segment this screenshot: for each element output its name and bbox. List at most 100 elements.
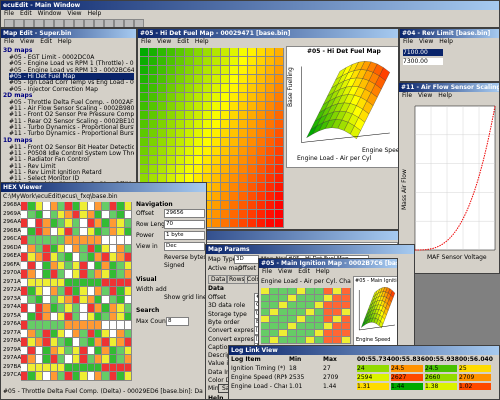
toolbar-button[interactable] [44, 19, 54, 27]
toolbar-button[interactable] [34, 19, 44, 27]
cell [203, 129, 212, 138]
cell [203, 219, 212, 228]
menu-item[interactable]: Help [57, 38, 72, 45]
tree-item[interactable]: #11 - Rev Limit Ignition Retard [9, 168, 102, 176]
menu-item[interactable]: File [262, 268, 273, 275]
cell [212, 93, 221, 102]
tree-item[interactable]: #11 - Air Flow Sensor Scaling - 0002B980 [9, 105, 134, 113]
cell [275, 183, 284, 192]
cell [270, 302, 279, 309]
tree-item[interactable]: #11 - Select Monitor ID [9, 175, 80, 183]
menu-item[interactable]: Help [438, 92, 452, 99]
tree-item[interactable]: #11 - Speed Limiting Auto On/Max Off/Mai… [9, 181, 134, 182]
chart-panel: #05 - Hi Det Fuel Map Engine Load - Air p… [286, 46, 398, 168]
tree-item[interactable]: #05 - Engine Load vs RPM 1 (Throttle) - … [9, 60, 134, 68]
field[interactable]: 8 [166, 317, 189, 326]
toolbar-button[interactable] [14, 19, 24, 27]
menu-item[interactable]: File [4, 38, 15, 45]
checkbox-label[interactable]: Reverse bytes [164, 254, 207, 261]
tree-item[interactable]: #11 - Rev Limit [9, 162, 56, 170]
tree-item[interactable]: #11 - Front O2 Sensor Bit Heater Detecti… [9, 143, 134, 151]
menu-item[interactable]: Help [315, 268, 330, 275]
menu-item[interactable]: View [157, 38, 172, 45]
menu-item[interactable]: Help [194, 38, 209, 45]
menu-item[interactable]: File [141, 38, 152, 45]
tree-item[interactable]: #11 - Front O2 Sensor Pre Pressure Compe… [9, 111, 134, 119]
menu-item[interactable]: View [67, 10, 82, 17]
cell [275, 165, 284, 174]
toolbar-button[interactable] [84, 19, 94, 27]
toolbar-button[interactable] [104, 19, 114, 27]
tree-item[interactable]: #11 - Radiator Fan Control [9, 156, 89, 164]
cell [185, 75, 194, 84]
chart-background [414, 105, 496, 251]
cell [176, 138, 185, 147]
tab[interactable]: Data [208, 275, 229, 284]
tree-item[interactable]: #05 - Engine Load vs RPM 13 - 0002BC64 [9, 66, 134, 74]
tree-item[interactable]: #05 - Ign Load Corr Temp vs Eng Load - 0… [9, 79, 134, 87]
tree-group[interactable]: 2D maps [3, 91, 33, 99]
toolbar-button[interactable] [94, 19, 104, 27]
tab[interactable]: Rows [226, 275, 248, 284]
checkbox-label[interactable]: Signed [164, 262, 185, 269]
menu-item[interactable]: File [4, 10, 15, 17]
tree-group[interactable]: 3D maps [3, 47, 33, 54]
table-cell: 27 [323, 365, 331, 372]
cell [117, 321, 125, 330]
checkbox-label[interactable]: Active map [208, 265, 242, 272]
checkbox-label[interactable]: Show grid lines [164, 294, 207, 301]
toolbar-button[interactable] [134, 19, 144, 27]
toolbar-button[interactable] [114, 19, 124, 27]
tree-item[interactable]: #05 - EGT Limit - 0002DC0A [9, 54, 95, 61]
menu-item[interactable]: View [20, 38, 35, 45]
chart-panel: #05 - Main Ignition Map Engine Speed [353, 276, 397, 345]
toolbar-button[interactable] [24, 19, 34, 27]
menu-item[interactable]: Edit [20, 10, 32, 17]
cell [95, 372, 103, 381]
menu-item[interactable]: File [403, 38, 414, 45]
tree-item[interactable]: #11 - Turbo Dynamics - Proportional Burs… [9, 130, 134, 138]
menu-bar: File View Edit Help [259, 268, 397, 276]
tree-item[interactable]: #11 - Rear O2 Sensor Scaling - 0002BE10 [9, 117, 134, 125]
tree-item[interactable]: #05 - Injector Correction Map [9, 85, 98, 93]
tree-item[interactable]: #11 - Turbo Dynamics - Proportional Burs… [9, 124, 134, 131]
menu-item[interactable]: View [278, 268, 293, 275]
cell [167, 129, 176, 138]
field[interactable]: Dec [164, 242, 205, 251]
cell [21, 236, 29, 245]
tree-group[interactable]: 1D maps [3, 136, 33, 144]
cell [288, 323, 297, 330]
cell [43, 253, 51, 262]
toolbar-button[interactable] [64, 19, 74, 27]
cell [176, 111, 185, 120]
toolbar-button[interactable] [54, 19, 64, 27]
cell [212, 129, 221, 138]
tree-item[interactable]: #05 - Throttle Delta Fuel Comp. - 0002AF… [9, 98, 134, 106]
tree-item[interactable]: #11 - P0508 Idle Control System Low Thre… [9, 149, 134, 157]
toolbar-button[interactable] [4, 19, 14, 27]
row-address: 296DA [3, 244, 22, 251]
menu-item[interactable]: Window [37, 10, 62, 17]
cell [35, 202, 44, 211]
field[interactable]: 3D [234, 255, 259, 264]
cell [239, 93, 248, 102]
cell [21, 338, 29, 347]
toolbar-button[interactable] [124, 19, 134, 27]
field[interactable]: 70 [164, 220, 205, 229]
field[interactable]: 1 byte [164, 231, 205, 240]
field[interactable]: 29656 [164, 209, 205, 218]
cell [279, 330, 288, 337]
cell [72, 372, 81, 381]
menu-item[interactable]: Help [87, 10, 102, 17]
menu-item[interactable]: Edit [40, 38, 52, 45]
cell [28, 244, 36, 253]
cell [109, 219, 118, 228]
tree-item[interactable]: #05 - Hi Det Fuel Map [9, 72, 134, 80]
menu-item[interactable]: Help [439, 38, 453, 45]
menu-item[interactable]: File [402, 92, 413, 99]
menu-item[interactable]: Edit [177, 38, 189, 45]
menu-item[interactable]: View [418, 92, 433, 99]
menu-item[interactable]: Edit [298, 268, 310, 275]
menu-item[interactable]: View [419, 38, 434, 45]
toolbar-button[interactable] [74, 19, 84, 27]
